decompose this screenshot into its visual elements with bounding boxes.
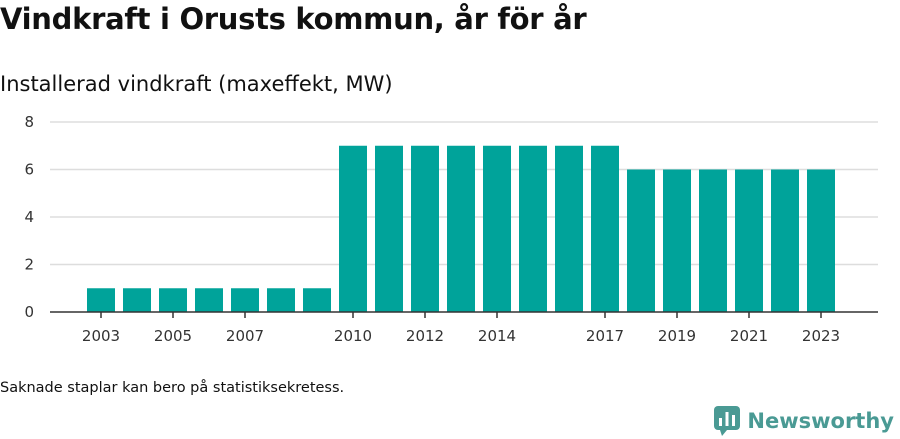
bar-2008 (267, 288, 295, 312)
bar-2006 (195, 288, 223, 312)
bar-2018 (627, 169, 655, 312)
bar-2010 (339, 145, 367, 312)
x-tick-label: 2017 (586, 327, 624, 345)
bar-2016 (555, 145, 583, 312)
x-tick-label: 2003 (82, 327, 120, 345)
x-tick-label: 2021 (730, 327, 768, 345)
bar-2013 (447, 145, 475, 312)
bar-2004 (123, 288, 151, 312)
chart-title: Vindkraft i Orusts kommun, år för år (0, 2, 587, 36)
y-tick-label: 4 (24, 208, 34, 226)
footnote: Saknade staplar kan bero på statistiksek… (0, 380, 345, 396)
bar-2015 (519, 145, 547, 312)
y-tick-label: 6 (24, 161, 34, 179)
axes: 0 2 4 6 8 2003 2005 2007 2010 2012 2014 2017 2019 202… (24, 113, 878, 345)
x-tick-label: 2012 (406, 327, 444, 345)
bar-2003 (87, 288, 115, 312)
x-tick-label: 2010 (334, 327, 372, 345)
bar-2009 (303, 288, 331, 312)
bar-2005 (159, 288, 187, 312)
bar-2017 (591, 145, 619, 312)
bar-2020 (699, 169, 727, 312)
y-tick-label: 2 (24, 256, 34, 274)
x-tick-label: 2005 (154, 327, 192, 345)
bar-2019 (663, 169, 691, 312)
bar-2021 (735, 169, 763, 312)
chart-bubble-icon (714, 406, 741, 436)
newsworthy-logo[interactable]: Newsworthy (714, 406, 894, 436)
bar-2014 (483, 145, 511, 312)
bar-2022 (771, 169, 799, 312)
x-tick-label: 2023 (802, 327, 840, 345)
x-tick-label: 2007 (226, 327, 264, 345)
y-tick-label: 8 (24, 113, 34, 131)
bar-2011 (375, 145, 403, 312)
y-tick-label: 0 (24, 303, 34, 321)
x-tick-label: 2014 (478, 327, 516, 345)
bars (87, 145, 835, 312)
bar-2012 (411, 145, 439, 312)
brand-name: Newsworthy (747, 409, 894, 433)
chart-subtitle: Installerad vindkraft (maxeffekt, MW) (0, 72, 393, 96)
x-tick-label: 2019 (658, 327, 696, 345)
bar-chart: 0 2 4 6 8 2003 2005 2007 2010 2012 2014 2017 2019 202… (24, 113, 878, 345)
bar-2023 (807, 169, 835, 312)
bar-2007 (231, 288, 259, 312)
